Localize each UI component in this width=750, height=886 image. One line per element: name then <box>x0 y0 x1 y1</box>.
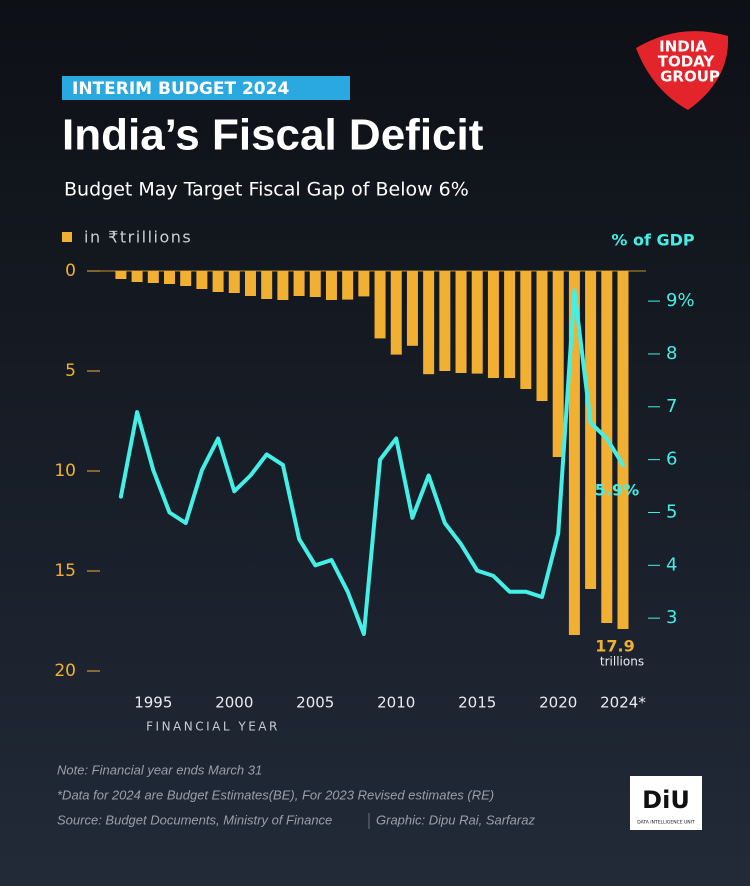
data-label: 17.9 <box>595 637 634 656</box>
y2-axis-title: % of GDP <box>611 231 695 250</box>
y-tick-label: 15 <box>54 561 76 581</box>
y-tick-label: 10 <box>54 461 76 481</box>
bar <box>115 271 127 279</box>
y2-tick-label: 8 <box>666 343 677 364</box>
bar <box>423 271 435 375</box>
line <box>118 288 625 636</box>
bar <box>585 271 597 589</box>
legend-swatch <box>62 232 72 242</box>
bar <box>244 271 256 296</box>
bar <box>617 271 629 629</box>
badge-text: INTERIM BUDGET 2024 <box>72 79 289 99</box>
bar <box>390 271 402 355</box>
annotation: trillions <box>600 655 644 669</box>
x-tick-label: 1995 <box>134 694 172 712</box>
bar <box>601 271 613 623</box>
logo-text: INDIA <box>659 38 707 56</box>
x-tick-label: 2010 <box>377 694 415 712</box>
x-tick-label: 2015 <box>458 694 496 712</box>
x-tick-label: 2020 <box>539 694 577 712</box>
bar <box>487 271 499 378</box>
bar <box>293 271 305 296</box>
bar <box>520 271 532 389</box>
bar <box>358 271 370 297</box>
bar <box>228 271 240 293</box>
x-tick-label: 2000 <box>215 694 253 712</box>
bar <box>406 271 418 346</box>
diu-caption: DATA INTELLIGENCE UNIT <box>637 820 695 826</box>
x-tick-label: 2024* <box>600 694 646 712</box>
x-axis-title: FINANCIAL YEAR <box>146 720 280 734</box>
y2-tick-label: 7 <box>666 396 677 417</box>
bar <box>342 271 354 300</box>
y2-tick-label: 3 <box>666 607 677 628</box>
logo-text: TODAY <box>658 53 716 71</box>
y2-tick-label: 6 <box>666 449 677 470</box>
y2-tick-label: 5 <box>666 501 677 522</box>
bar <box>552 271 564 457</box>
bar <box>439 271 451 371</box>
y2-tick-label: 4 <box>666 554 677 575</box>
legend-label: in ₹trillions <box>84 228 192 247</box>
y2-tick-label: 9% <box>666 290 695 311</box>
credit: Graphic: Dipu Rai, Sarfaraz <box>376 812 535 827</box>
bar <box>536 271 548 401</box>
bar <box>325 271 337 300</box>
note: *Data for 2024 are Budget Estimates(BE),… <box>57 787 494 802</box>
bar <box>309 271 321 297</box>
note: Note: Financial year ends March 31 <box>57 762 262 777</box>
bar <box>147 271 159 283</box>
bar <box>374 271 386 339</box>
bar <box>471 271 483 374</box>
bar <box>504 271 516 378</box>
bar <box>568 271 580 635</box>
chart-subtitle: Budget May Target Fiscal Gap of Below 6% <box>64 179 469 201</box>
logo-text: GROUP <box>660 68 720 86</box>
badge <box>62 76 350 100</box>
y-tick-label: 5 <box>65 361 76 381</box>
data-label: 5.9% <box>595 480 639 499</box>
bar <box>261 271 273 299</box>
logo-shape <box>636 31 729 111</box>
source: Source: Budget Documents, Ministry of Fi… <box>57 812 332 827</box>
diu-mark: DiU <box>642 786 690 814</box>
diu-logo <box>630 776 702 830</box>
y-tick-label: 0 <box>65 261 76 281</box>
chart-title: India’s Fiscal Deficit <box>62 111 484 160</box>
bar <box>455 271 467 373</box>
bar <box>196 271 208 289</box>
bar <box>131 271 143 282</box>
y-tick-label: 20 <box>54 661 76 681</box>
bar <box>277 271 289 300</box>
bar <box>164 271 176 284</box>
x-tick-label: 2005 <box>296 694 334 712</box>
bar <box>212 271 224 292</box>
bar <box>180 271 192 286</box>
